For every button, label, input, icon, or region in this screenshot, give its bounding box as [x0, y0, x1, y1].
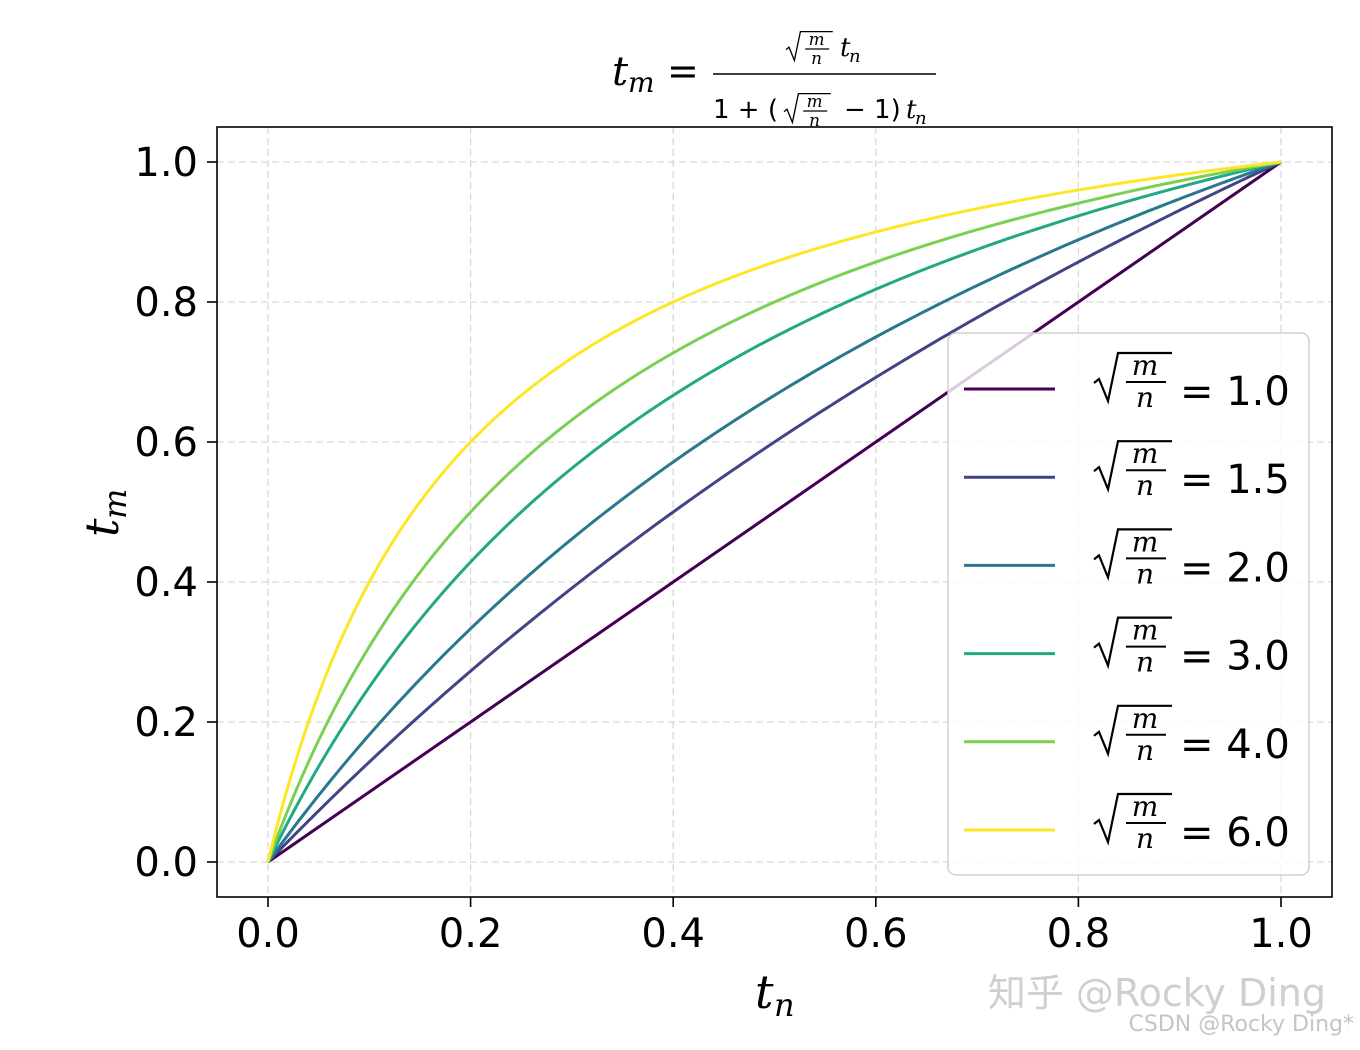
svg-text:m: m [1132, 702, 1159, 735]
svg-text:n: n [849, 46, 861, 67]
svg-text:m: m [809, 29, 825, 49]
sqrt-m-over-n: mn [1093, 614, 1172, 679]
svg-text:t: t [612, 49, 629, 95]
legend-label: = 3.0 [1180, 634, 1290, 680]
svg-text:m: m [96, 489, 134, 519]
series-line-2 [266, 160, 1282, 863]
legend-item: mn = 3.0 [964, 614, 1290, 680]
plot-frame [216, 126, 1333, 898]
y-tick-label: 1.0 [134, 140, 198, 186]
series-line-1 [266, 160, 1282, 864]
legend-label: = 1.5 [1180, 457, 1290, 503]
svg-text:t: t [755, 965, 774, 1019]
svg-text:n: n [811, 48, 822, 68]
svg-text:m: m [1132, 437, 1159, 470]
legend-label: = 1.0 [1180, 369, 1290, 415]
svg-text:m: m [628, 66, 655, 99]
y-tick-label: 0.4 [134, 560, 198, 606]
x-axis-ticks: 0.0 0.2 0.4 0.6 0.8 1.0 [236, 897, 1313, 957]
svg-text:n: n [1136, 469, 1154, 502]
svg-text:t: t [75, 518, 129, 537]
svg-text:m: m [1132, 614, 1159, 647]
series-line-0 [267, 160, 1282, 864]
svg-text:n: n [1136, 646, 1154, 679]
sqrt-m-over-n: mn [1093, 525, 1172, 590]
svg-text:t: t [906, 95, 917, 125]
svg-text:m: m [1132, 525, 1159, 558]
svg-text:− 1): − 1) [844, 95, 901, 125]
svg-text:n: n [1136, 557, 1154, 590]
svg-text:n: n [1136, 734, 1154, 767]
y-axis-label: t m [75, 489, 134, 537]
chart-title: t m =mn tn1 + (mn − 1) tn [612, 29, 936, 130]
svg-text:n: n [915, 108, 927, 129]
svg-text:t: t [840, 33, 851, 63]
series-lines [266, 160, 1282, 864]
svg-text:n: n [1136, 822, 1154, 855]
sqrt-m-over-n: mn [783, 91, 831, 130]
x-tick-label: 0.4 [641, 911, 705, 957]
legend-item: mn = 1.0 [964, 349, 1290, 415]
legend-label: = 4.0 [1180, 722, 1290, 768]
svg-text:n: n [774, 986, 795, 1024]
zhihu-watermark: 知乎 @Rocky Ding [987, 971, 1326, 1015]
x-tick-label: 0.6 [844, 911, 908, 957]
legend-item: mn = 4.0 [964, 702, 1290, 768]
x-tick-label: 0.8 [1047, 911, 1111, 957]
csdn-watermark: CSDN @Rocky Ding* [1128, 1012, 1355, 1037]
legend-item: mn = 1.5 [964, 437, 1290, 503]
svg-text:m: m [807, 91, 823, 111]
x-tick-label: 0.0 [236, 911, 300, 957]
y-tick-label: 0.8 [134, 280, 198, 326]
series-line-3 [266, 160, 1282, 863]
x-axis-label: t n [755, 965, 795, 1024]
sqrt-m-over-n: mn [1093, 349, 1172, 414]
svg-text:n: n [1136, 381, 1154, 414]
sqrt-m-over-n: mn [1093, 437, 1172, 502]
legend: mn = 1.0mn = 1.5mn = 2.0mn = 3.0mn = 4.0mn = 6… [947, 332, 1310, 876]
svg-text:1 + (: 1 + ( [713, 95, 778, 125]
legend-label: = 2.0 [1180, 545, 1290, 591]
y-tick-label: 0.2 [134, 700, 198, 746]
y-axis-ticks: 0.0 0.2 0.4 0.6 0.8 1.0 [134, 140, 217, 886]
svg-text:m: m [1132, 349, 1159, 382]
series-line-5 [266, 160, 1282, 863]
legend-label: = 6.0 [1180, 810, 1290, 856]
x-tick-label: 0.2 [439, 911, 503, 957]
legend-item: mn = 6.0 [964, 790, 1290, 856]
sqrt-m-over-n: mn [785, 29, 833, 68]
sqrt-m-over-n: mn [1093, 702, 1172, 767]
legend-item: mn = 2.0 [964, 525, 1290, 591]
legend-box [947, 332, 1310, 876]
svg-text:=: = [667, 49, 699, 93]
svg-text:m: m [1132, 790, 1159, 823]
x-tick-label: 1.0 [1249, 911, 1313, 957]
sqrt-m-over-n: mn [1093, 790, 1172, 855]
series-line-4 [266, 160, 1282, 863]
y-tick-label: 0.0 [134, 840, 198, 886]
y-tick-label: 0.6 [134, 420, 198, 466]
svg-text:n: n [809, 110, 820, 130]
